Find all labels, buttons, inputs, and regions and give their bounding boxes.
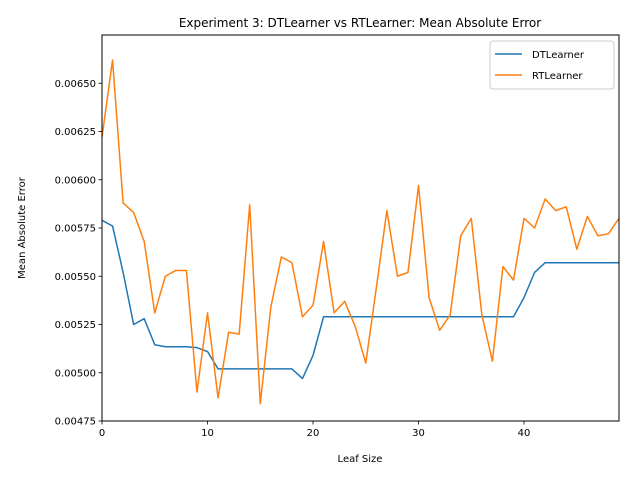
y-tick-label: 0.00650	[55, 79, 96, 90]
y-axis-title: Mean Absolute Error	[17, 176, 28, 279]
legend-label-dtlearner: DTLearner	[532, 50, 585, 61]
legend-box	[489, 40, 615, 90]
y-axis: 0.00475 0.00500 0.00525 0.00550 0.00575 0.006…	[55, 79, 102, 428]
x-tick-label: 30	[412, 428, 425, 439]
x-axis-title: Leaf Size	[338, 454, 383, 465]
series-line-dtlearner	[102, 219, 619, 380]
plot-area	[102, 59, 619, 405]
y-tick-label: 0.00475	[55, 417, 96, 428]
chart-title: Experiment 3: DTLearner vs RTLearner: Me…	[179, 16, 541, 30]
x-tick-label: 0	[99, 428, 105, 439]
series-line-rtlearner	[102, 59, 619, 405]
y-tick-label: 0.00625	[55, 127, 96, 138]
x-tick-label: 10	[201, 428, 214, 439]
axes-frame	[101, 34, 620, 422]
y-tick-label: 0.00500	[55, 368, 96, 379]
legend: DTLearner RTLearner	[489, 40, 615, 90]
y-tick-label: 0.00550	[55, 272, 96, 283]
y-tick-label: 0.00575	[55, 224, 96, 235]
legend-label-rtlearner: RTLearner	[532, 71, 583, 82]
y-tick-label: 0.00525	[55, 320, 96, 331]
x-axis: 0 10 20 30 40	[99, 421, 531, 439]
x-tick-label: 20	[307, 428, 320, 439]
y-tick-label: 0.00600	[55, 175, 96, 186]
x-tick-label: 40	[518, 428, 531, 439]
